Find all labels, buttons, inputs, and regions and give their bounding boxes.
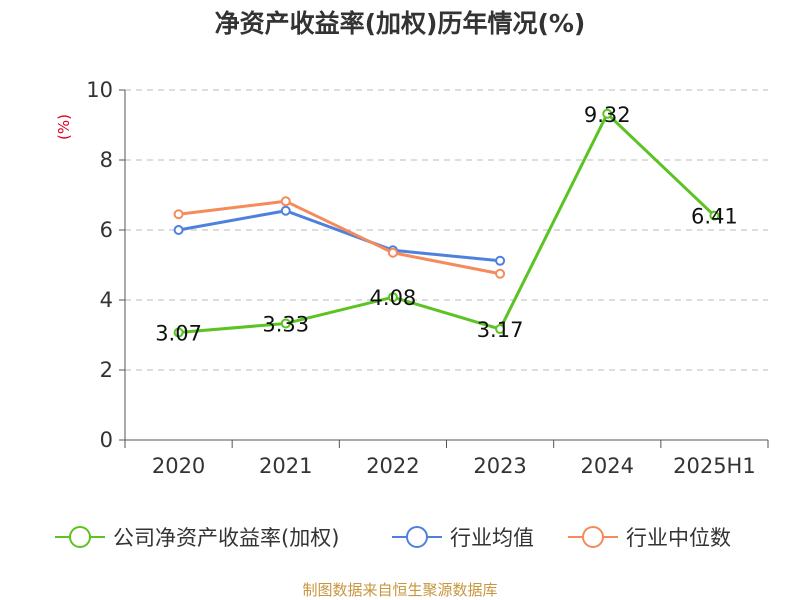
y-tick-label: 4 — [100, 288, 113, 312]
x-tick-label: 2020 — [152, 454, 205, 478]
legend-label: 行业中位数 — [626, 526, 731, 550]
data-point — [387, 292, 398, 303]
data-point — [173, 327, 184, 338]
series-line — [178, 199, 501, 276]
legend-item: 行业均值 — [392, 526, 534, 550]
data-label: 9.32 — [584, 103, 631, 127]
x-tick-label: 2022 — [366, 454, 419, 478]
data-label: 3.17 — [477, 318, 524, 342]
data-point — [495, 268, 506, 279]
chart-title: 净资产收益率(加权)历年情况(%) — [215, 9, 586, 38]
legend-item: 行业中位数 — [568, 526, 731, 550]
data-labels: 3.07 3.33 4.08 3.17 9.32 6.41 — [155, 103, 738, 346]
legend-circle-icon — [406, 526, 428, 548]
grid-lines — [125, 89, 768, 371]
data-point — [280, 205, 291, 216]
y-tick-label: 0 — [100, 428, 113, 452]
x-tick-label: 2021 — [259, 454, 312, 478]
data-point — [280, 318, 291, 329]
series-2 — [173, 205, 506, 266]
data-label: 4.08 — [370, 286, 417, 310]
series-group — [173, 108, 720, 338]
y-tick-label: 8 — [100, 148, 113, 172]
legend-label: 行业均值 — [450, 526, 534, 550]
data-point — [387, 247, 398, 258]
legend-circle-icon — [69, 526, 91, 548]
data-point — [709, 210, 720, 221]
legend-label: 公司净资产收益率(加权) — [113, 526, 339, 550]
data-label: 3.07 — [155, 322, 202, 346]
source-note: 制图数据来自恒生聚源数据库 — [302, 581, 497, 599]
data-point — [602, 108, 613, 119]
x-tick-label: 2024 — [581, 454, 634, 478]
series-1 — [173, 108, 720, 338]
legend-item: 公司净资产收益率(加权) — [55, 526, 339, 550]
y-tick-label: 10 — [86, 78, 113, 102]
y-axis-unit-label: (%) — [55, 114, 73, 140]
series-line — [178, 209, 501, 263]
y-tick-label: 2 — [100, 358, 113, 382]
data-label: 6.41 — [691, 205, 738, 229]
data-label: 3.33 — [262, 312, 309, 336]
x-tick-label: 2025H1 — [673, 454, 756, 478]
axes: 0 2 4 6 8 10 2020 2021 2022 2023 2024 2025H1 — [86, 78, 769, 478]
y-tick-label: 6 — [100, 218, 113, 242]
series-3 — [173, 196, 506, 279]
x-tick-label: 2023 — [473, 454, 526, 478]
data-point — [173, 225, 184, 235]
data-point — [495, 324, 506, 335]
legend: 公司净资产收益率(加权) 行业均值 行业中位数 — [55, 526, 731, 550]
data-point — [173, 209, 184, 220]
series-line — [178, 112, 716, 335]
data-point — [280, 196, 291, 207]
data-point — [495, 255, 506, 266]
legend-circle-icon — [582, 526, 604, 548]
